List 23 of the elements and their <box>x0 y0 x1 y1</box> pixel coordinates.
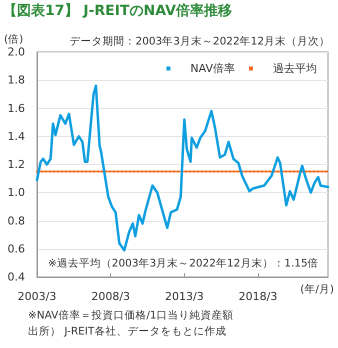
y-tick-label: 0.8 <box>8 214 25 228</box>
y-tick-label: 2.0 <box>8 46 25 58</box>
legend-label: 過去平均 <box>273 62 317 75</box>
y-axis-title: (倍) <box>4 32 24 46</box>
x-tick-label: 2008/3 <box>91 290 130 303</box>
y-tick-label: 1.0 <box>8 186 25 200</box>
x-tick-label: 2018/3 <box>238 290 278 303</box>
y-tick-label: 1.6 <box>8 102 25 115</box>
y-tick-label: 1.8 <box>8 74 25 87</box>
x-axis-title: (年/月) <box>300 284 334 296</box>
legend-label: NAV倍率 <box>190 62 236 75</box>
text: ※NAV倍率＝投資口価格/1口当り純資産額 <box>28 308 234 322</box>
line-series <box>36 84 330 252</box>
x-tick-label: 2003/3 <box>18 290 56 303</box>
text: 出所） J-REIT各社、データをもとに作成 <box>28 324 226 338</box>
y-tick-label: 0.6 <box>8 242 25 256</box>
chart-title: 【図表17】 J-REITのNAV倍率推移 <box>3 2 232 19</box>
y-tick-label: 1.2 <box>8 158 25 171</box>
y-tick-label: 0.4 <box>8 270 25 284</box>
chart-subtitle: データ期間：2003年3月末～2022年12月末（月次） <box>70 34 330 48</box>
annotation: ※過去平均（2003年3月末～2022年12月末）：1.15倍 <box>48 256 319 270</box>
x-tick-label: 2013/3 <box>164 290 204 303</box>
y-tick-label: 1.4 <box>8 130 25 143</box>
